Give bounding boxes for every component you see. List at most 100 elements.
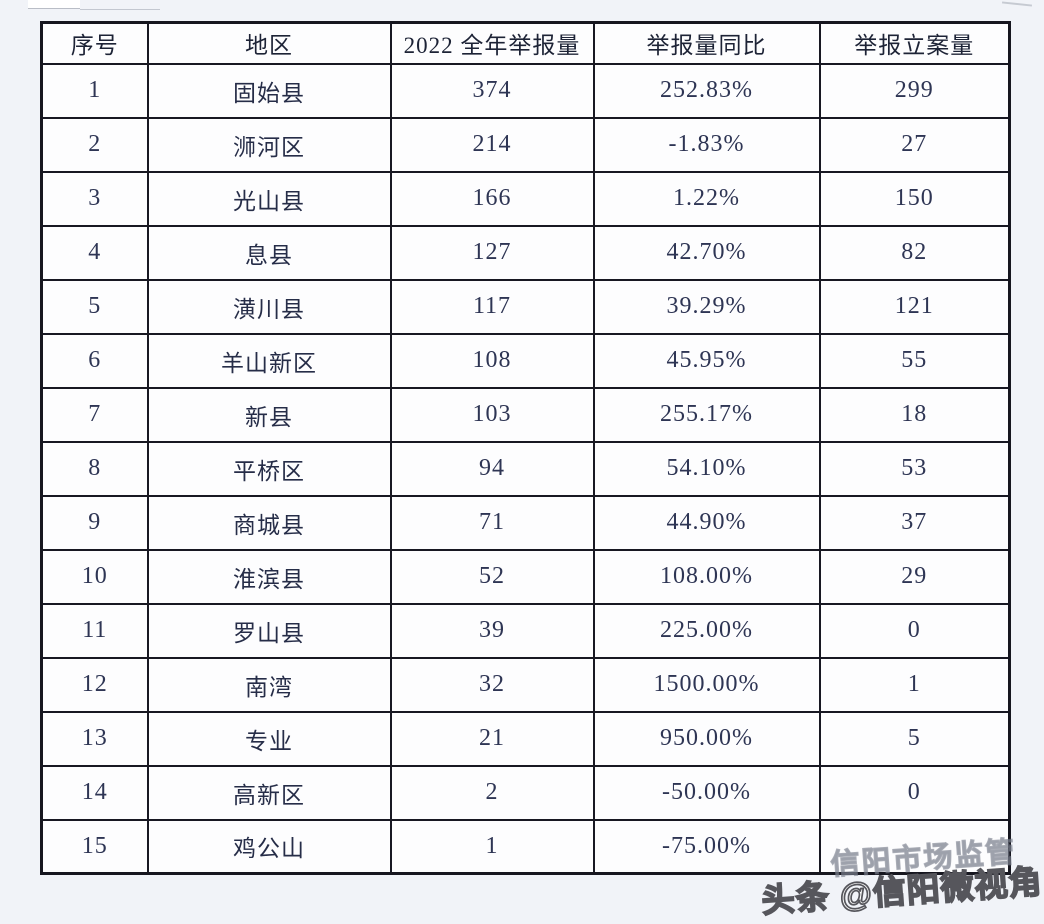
cell-index: 3 [40, 170, 149, 227]
cell-cases-filed: 5 [818, 710, 1011, 767]
cell-index: 10 [40, 548, 149, 605]
cell-region: 罗山县 [146, 602, 392, 659]
cell-cases-filed: 0 [818, 602, 1011, 659]
header-index: 序号 [40, 21, 149, 65]
table-header: 序号 地区 2022 全年举报量 举报量同比 举报立案量 [40, 21, 1011, 65]
cell-yoy: 1.22% [592, 170, 821, 227]
cell-yoy: 45.95% [592, 332, 821, 389]
scan-artifact-notch [28, 0, 80, 9]
cell-index: 1 [40, 62, 149, 119]
cell-index: 4 [40, 224, 149, 281]
cell-total-reports: 21 [389, 710, 595, 767]
cell-index: 2 [40, 116, 149, 173]
cell-total-reports: 103 [389, 386, 595, 443]
table-row: 6 羊山新区 108 45.95% 55 [40, 332, 1011, 389]
cell-cases-filed: 0 [818, 764, 1011, 821]
cell-yoy: 255.17% [592, 386, 821, 443]
cell-cases-filed: 18 [818, 386, 1011, 443]
cell-region: 平桥区 [146, 440, 392, 497]
header-total-reports: 2022 全年举报量 [389, 21, 595, 65]
cell-yoy: -50.00% [592, 764, 821, 821]
cell-region: 息县 [146, 224, 392, 281]
cell-yoy: 225.00% [592, 602, 821, 659]
cell-index: 5 [40, 278, 149, 335]
cell-index: 14 [40, 764, 149, 821]
cell-total-reports: 166 [389, 170, 595, 227]
cell-yoy: 1500.00% [592, 656, 821, 713]
cell-index: 9 [40, 494, 149, 551]
cell-cases-filed: 150 [818, 170, 1011, 227]
cell-cases-filed: 37 [818, 494, 1011, 551]
cell-yoy: -75.00% [592, 818, 821, 875]
cell-cases-filed: 82 [818, 224, 1011, 281]
report-table: 序号 地区 2022 全年举报量 举报量同比 举报立案量 1 固始县 374 2… [40, 21, 1011, 875]
cell-region: 专业 [146, 710, 392, 767]
cell-cases-filed: 1 [818, 656, 1011, 713]
cell-total-reports: 94 [389, 440, 595, 497]
cell-total-reports: 1 [389, 818, 595, 875]
cell-region: 固始县 [146, 62, 392, 119]
cell-cases-filed: 27 [818, 116, 1011, 173]
cell-yoy: 252.83% [592, 62, 821, 119]
scan-artifact-line-right [1001, 1, 1033, 7]
cell-index: 13 [40, 710, 149, 767]
cell-yoy: 42.70% [592, 224, 821, 281]
table-row: 2 浉河区 214 -1.83% 27 [40, 116, 1011, 173]
cell-total-reports: 71 [389, 494, 595, 551]
cell-region: 新县 [146, 386, 392, 443]
cell-yoy: 44.90% [592, 494, 821, 551]
cell-total-reports: 2 [389, 764, 595, 821]
cell-yoy: 108.00% [592, 548, 821, 605]
cell-region: 羊山新区 [146, 332, 392, 389]
table-row: 10 淮滨县 52 108.00% 29 [40, 548, 1011, 605]
cell-cases-filed: 53 [818, 440, 1011, 497]
header-yoy: 举报量同比 [592, 21, 821, 65]
table-row: 13 专业 21 950.00% 5 [40, 710, 1011, 767]
cell-yoy: 950.00% [592, 710, 821, 767]
header-region: 地区 [146, 21, 392, 65]
cell-cases-filed: 121 [818, 278, 1011, 335]
table-row: 15 鸡公山 1 -75.00% [40, 818, 1011, 875]
table-body: 1 固始县 374 252.83% 299 2 浉河区 214 -1.83% 2… [40, 62, 1011, 875]
cell-index: 12 [40, 656, 149, 713]
cell-region: 潢川县 [146, 278, 392, 335]
cell-cases-filed [818, 818, 1011, 875]
table-row: 1 固始县 374 252.83% 299 [40, 62, 1011, 119]
cell-total-reports: 39 [389, 602, 595, 659]
table-row: 7 新县 103 255.17% 18 [40, 386, 1011, 443]
cell-index: 15 [40, 818, 149, 875]
cell-total-reports: 32 [389, 656, 595, 713]
cell-region: 鸡公山 [146, 818, 392, 875]
cell-index: 7 [40, 386, 149, 443]
table-row: 3 光山县 166 1.22% 150 [40, 170, 1011, 227]
cell-total-reports: 127 [389, 224, 595, 281]
cell-region: 淮滨县 [146, 548, 392, 605]
cell-yoy: -1.83% [592, 116, 821, 173]
cell-index: 8 [40, 440, 149, 497]
cell-yoy: 54.10% [592, 440, 821, 497]
table-row: 14 高新区 2 -50.00% 0 [40, 764, 1011, 821]
cell-total-reports: 117 [389, 278, 595, 335]
cell-total-reports: 52 [389, 548, 595, 605]
table-row: 12 南湾 32 1500.00% 1 [40, 656, 1011, 713]
cell-total-reports: 374 [389, 62, 595, 119]
cell-region: 浉河区 [146, 116, 392, 173]
table-row: 4 息县 127 42.70% 82 [40, 224, 1011, 281]
table-row: 9 商城县 71 44.90% 37 [40, 494, 1011, 551]
scan-artifact-line [80, 9, 160, 10]
cell-cases-filed: 55 [818, 332, 1011, 389]
cell-index: 6 [40, 332, 149, 389]
header-cases-filed: 举报立案量 [818, 21, 1011, 65]
table-row: 5 潢川县 117 39.29% 121 [40, 278, 1011, 335]
cell-total-reports: 108 [389, 332, 595, 389]
table-row: 11 罗山县 39 225.00% 0 [40, 602, 1011, 659]
cell-index: 11 [40, 602, 149, 659]
cell-cases-filed: 29 [818, 548, 1011, 605]
cell-total-reports: 214 [389, 116, 595, 173]
cell-yoy: 39.29% [592, 278, 821, 335]
cell-region: 南湾 [146, 656, 392, 713]
table-header-row: 序号 地区 2022 全年举报量 举报量同比 举报立案量 [40, 21, 1011, 65]
cell-cases-filed: 299 [818, 62, 1011, 119]
cell-region: 商城县 [146, 494, 392, 551]
